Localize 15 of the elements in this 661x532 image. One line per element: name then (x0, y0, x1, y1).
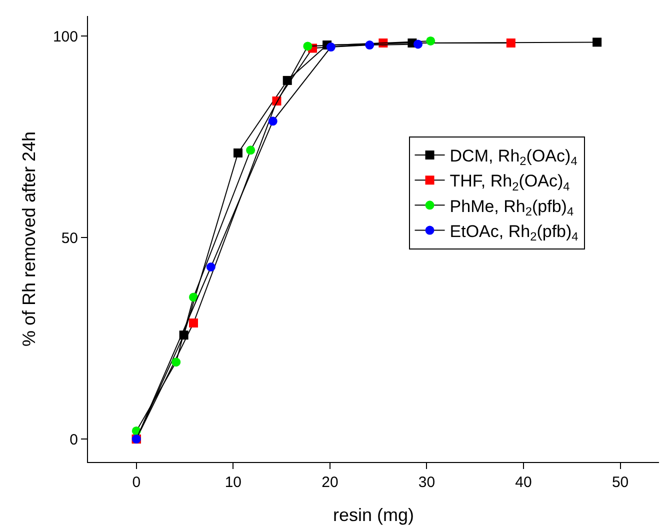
y-tick-label: 100 (52, 28, 78, 46)
x-tick-label: 50 (612, 474, 629, 491)
x-tick-label: 40 (515, 474, 532, 491)
legend-label: EtOAc, Rh$_{2}$(pfb)$_{4}$ (450, 222, 579, 244)
y-tick-label: 50 (61, 230, 78, 247)
x-axis-title: resin (mg) (332, 505, 414, 526)
y-axis-title: % of Rh removed after 24h (19, 131, 40, 347)
x-tick-label: 20 (322, 474, 338, 491)
x-tick-label: 0 (132, 474, 141, 491)
legend-label: THF, Rh$_{2}$(OAc)$_{4}$ (450, 172, 570, 194)
legend-label: PhMe, Rh$_{2}$(pfb)$_{4}$ (450, 196, 574, 218)
legend-label: DCM, Rh$_{2}$(OAc)$_{4}$ (450, 146, 578, 168)
x-tick-label: 10 (224, 474, 242, 491)
y-tick-label: 0 (70, 431, 78, 448)
x-tick-label: 30 (418, 474, 436, 491)
